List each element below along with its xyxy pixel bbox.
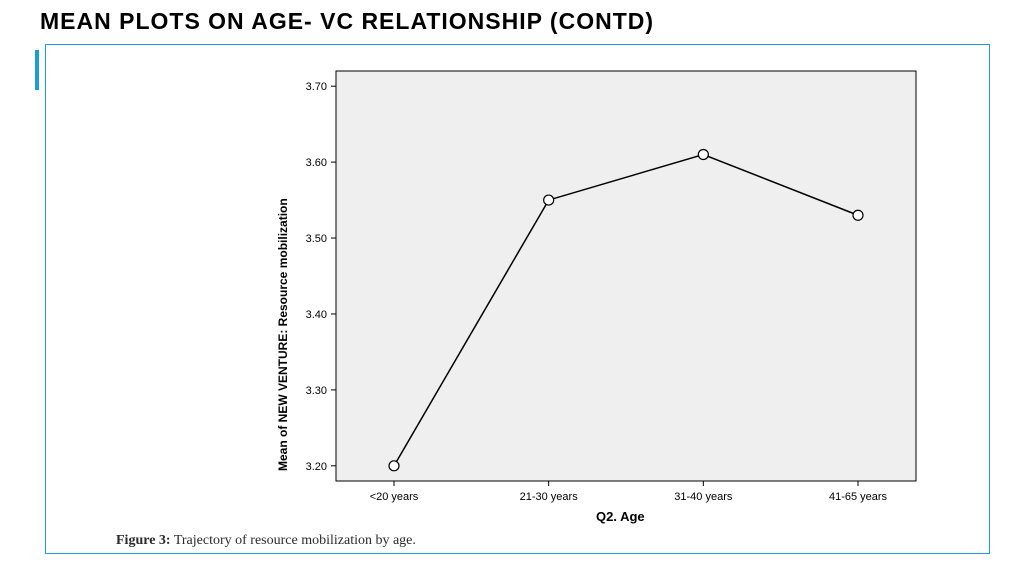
chart-container: 3.20 3.30 3.40 3.50 3.60 3.70 <20 years 21-30 y… — [45, 44, 990, 554]
slide-title: MEAN PLOTS ON AGE- VC RELATIONSHIP (CONT… — [40, 8, 654, 35]
caption-text: Trajectory of resource mobilization by a… — [171, 533, 416, 548]
accent-bar — [35, 50, 39, 90]
x-tick-label: <20 years — [370, 491, 419, 503]
slide: MEAN PLOTS ON AGE- VC RELATIONSHIP (CONT… — [0, 0, 1024, 576]
figure: 3.20 3.30 3.40 3.50 3.60 3.70 <20 years 21-30 y… — [56, 51, 979, 547]
line-chart: 3.20 3.30 3.40 3.50 3.60 3.70 <20 years 21-30 y… — [56, 51, 976, 521]
data-marker — [389, 461, 399, 471]
y-tick-label: 3.60 — [306, 157, 327, 169]
data-marker — [544, 195, 554, 205]
caption-label: Figure 3: — [116, 533, 171, 548]
y-axis-label: Mean of NEW VENTURE: Resource mobilizati… — [276, 198, 290, 471]
x-tick-label: 41-65 years — [829, 491, 888, 503]
y-tick-label: 3.70 — [306, 81, 327, 93]
data-marker — [853, 210, 863, 220]
y-tick-label: 3.30 — [306, 385, 327, 397]
x-tick-label: 31-40 years — [674, 491, 733, 503]
y-tick-label: 3.40 — [306, 309, 327, 321]
figure-caption: Figure 3: Trajectory of resource mobiliz… — [116, 533, 416, 549]
data-marker — [698, 150, 708, 160]
x-axis-label: Q2. Age — [596, 509, 645, 524]
y-tick-label: 3.20 — [306, 461, 327, 473]
x-tick-label: 21-30 years — [520, 491, 579, 503]
y-tick-label: 3.50 — [306, 233, 327, 245]
